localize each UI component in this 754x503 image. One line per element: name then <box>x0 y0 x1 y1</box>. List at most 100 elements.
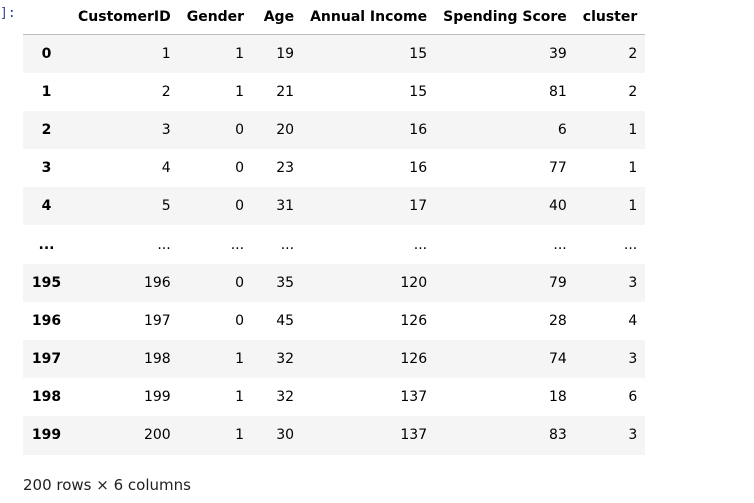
header-row: CustomerID Gender Age Annual Income Spen… <box>23 0 646 35</box>
table-cell: 198 <box>143 351 171 368</box>
table-cell: 32 <box>276 351 295 368</box>
table-cell: 20 <box>276 121 295 138</box>
table-cell: 16 <box>409 160 428 177</box>
table-cell: 1 <box>235 45 245 62</box>
table-cell: 0 <box>235 121 245 138</box>
table-cell: 4 <box>161 160 171 177</box>
cell-prompt: ]: <box>0 6 16 21</box>
table-cell: 6 <box>628 389 638 406</box>
row-index: 196 <box>31 312 62 329</box>
dataframe-table: CustomerID Gender Age Annual Income Spen… <box>23 0 646 455</box>
table-row: ..................... <box>23 225 646 264</box>
table-cell: 197 <box>143 312 171 329</box>
row-index: ... <box>38 236 55 253</box>
row-index: 2 <box>41 121 52 138</box>
table-cell: 5 <box>161 198 171 215</box>
table-cell: 30 <box>276 427 295 444</box>
table-cell: 16 <box>409 121 428 138</box>
table-cell: ... <box>623 236 638 253</box>
column-header: Annual Income <box>302 0 436 35</box>
table-cell: 83 <box>548 427 567 444</box>
table-body: 0 1 1 19 15 39 2 1 2 1 21 15 81 2 2 3 0 20 16 6 1 3 4 0 23 16 77 1 4… <box>23 34 646 455</box>
table-row: 197 198 1 32 126 74 3 <box>23 340 646 379</box>
table-cell: 40 <box>548 198 567 215</box>
table-cell: 35 <box>276 274 295 291</box>
table-row: 0 1 1 19 15 39 2 <box>23 34 646 73</box>
table-cell: 4 <box>628 312 638 329</box>
table-cell: 196 <box>143 274 171 291</box>
table-cell: 3 <box>628 274 638 291</box>
table-cell: ... <box>157 236 171 253</box>
table-cell: 1 <box>161 45 171 62</box>
column-header: CustomerID <box>70 0 179 35</box>
table-cell: 2 <box>628 45 638 62</box>
table-cell: 0 <box>235 312 245 329</box>
table-cell: 126 <box>400 312 428 329</box>
table-cell: 17 <box>409 198 428 215</box>
table-cell: 0 <box>235 274 245 291</box>
table-cell: 28 <box>548 312 567 329</box>
table-row: 3 4 0 23 16 77 1 <box>23 149 646 188</box>
row-index: 0 <box>41 45 52 62</box>
table-cell: 199 <box>143 389 171 406</box>
table-cell: 200 <box>143 427 171 444</box>
table-cell: ... <box>280 236 295 253</box>
row-index: 1 <box>41 83 52 100</box>
table-cell: 39 <box>548 45 567 62</box>
table-cell: 23 <box>276 160 295 177</box>
table-row: 1 2 1 21 15 81 2 <box>23 72 646 111</box>
table-cell: 31 <box>276 198 295 215</box>
table-cell: 1 <box>628 121 638 138</box>
row-index: 195 <box>31 274 62 291</box>
table-cell: 3 <box>628 427 638 444</box>
table-cell: 79 <box>548 274 567 291</box>
row-index: 198 <box>31 389 62 406</box>
table-cell: 21 <box>276 83 295 100</box>
table-cell: 3 <box>628 351 638 368</box>
table-cell: ... <box>413 236 428 253</box>
row-index: 199 <box>31 427 62 444</box>
table-row: 196 197 0 45 126 28 4 <box>23 301 646 340</box>
index-header <box>23 0 70 35</box>
row-index: 4 <box>41 198 52 215</box>
table-cell: 77 <box>548 160 567 177</box>
table-cell: 120 <box>400 274 428 291</box>
table-cell: 1 <box>235 351 245 368</box>
table-cell: 74 <box>548 351 567 368</box>
table-cell: 0 <box>235 160 245 177</box>
table-cell: 1 <box>628 160 638 177</box>
table-cell: 137 <box>400 427 428 444</box>
table-cell: 45 <box>276 312 295 329</box>
table-cell: 137 <box>400 389 428 406</box>
table-cell: 18 <box>548 389 567 406</box>
table-cell: 81 <box>548 83 567 100</box>
dataframe-shape-text: 200 rows × 6 columns <box>23 475 191 494</box>
row-index: 3 <box>41 160 52 177</box>
table-cell: 1 <box>628 198 638 215</box>
table-cell: 32 <box>276 389 295 406</box>
table-cell: 2 <box>628 83 638 100</box>
table-cell: 126 <box>400 351 428 368</box>
table-row: 2 3 0 20 16 6 1 <box>23 110 646 150</box>
table-cell: 1 <box>235 427 245 444</box>
column-header: Gender <box>178 0 253 35</box>
column-header: Age <box>252 0 303 35</box>
table-cell: 1 <box>235 83 245 100</box>
table-cell: 2 <box>161 83 171 100</box>
table-cell: ... <box>553 236 567 253</box>
table-row: 198 199 1 32 137 18 6 <box>23 378 646 417</box>
column-header: cluster <box>574 0 646 35</box>
cell-output: CustomerID Gender Age Annual Income Spen… <box>23 0 646 494</box>
table-cell: 1 <box>235 389 245 406</box>
table-cell: ... <box>230 236 245 253</box>
table-row: 4 5 0 31 17 40 1 <box>23 187 646 226</box>
table-cell: 19 <box>276 45 295 62</box>
row-index: 197 <box>31 351 62 368</box>
table-cell: 3 <box>161 121 171 138</box>
table-row: 195 196 0 35 120 79 3 <box>23 263 646 302</box>
table-cell: 6 <box>557 121 567 138</box>
table-cell: 0 <box>235 198 245 215</box>
table-row: 199 200 1 30 137 83 3 <box>23 416 646 455</box>
table-cell: 15 <box>409 45 428 62</box>
column-header: Spending Score <box>435 0 575 35</box>
